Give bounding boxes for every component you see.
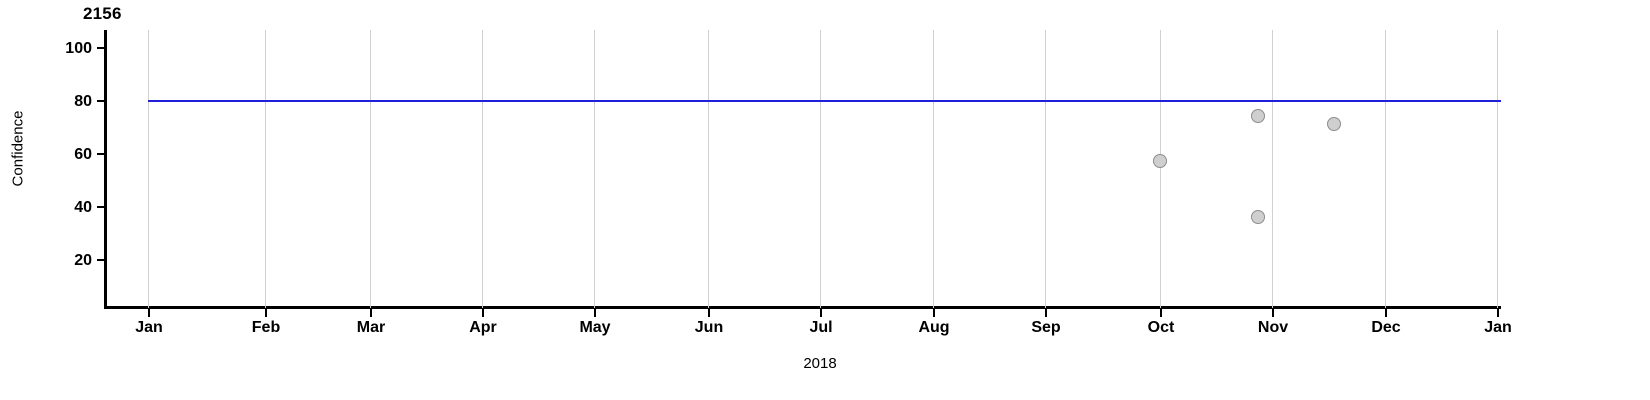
y-tick-label: 80 (74, 93, 92, 110)
y-tick-mark (97, 259, 104, 261)
data-point[interactable] (1251, 210, 1265, 224)
y-tick-mark (97, 206, 104, 208)
y-tick-label: 40 (74, 199, 92, 216)
gridline-jul (820, 30, 821, 308)
y-tick-label: 60 (74, 146, 92, 163)
x-tick-mark (1497, 309, 1499, 317)
y-axis-title: Confidence (9, 110, 27, 187)
x-tick-label-oct: Oct (1147, 319, 1175, 336)
x-tick-label-may: May (579, 319, 611, 336)
gridline-may (594, 30, 595, 308)
x-tick-mark (1160, 309, 1162, 317)
y-tick-mark (97, 153, 104, 155)
y-tick-mark (97, 47, 104, 49)
gridline-aug (933, 30, 934, 308)
x-tick-label-jul: Jul (809, 319, 833, 336)
gridline-jan (148, 30, 149, 308)
x-tick-label-feb: Feb (251, 319, 281, 336)
x-axis-line (104, 306, 1501, 309)
x-tick-mark (933, 309, 935, 317)
y-axis-line (104, 30, 107, 308)
data-point[interactable] (1153, 154, 1167, 168)
x-tick-mark (265, 309, 267, 317)
gridline-mar (370, 30, 371, 308)
x-axis-title: 2018 (803, 355, 837, 372)
x-tick-mark (708, 309, 710, 317)
x-tick-mark (148, 309, 150, 317)
gridline-jan-next (1497, 30, 1498, 308)
x-tick-mark (370, 309, 372, 317)
threshold-line (148, 100, 1501, 102)
x-tick-label-jun: Jun (694, 319, 724, 336)
y-tick-mark (97, 100, 104, 102)
x-tick-mark (820, 309, 822, 317)
gridline-nov (1272, 30, 1273, 308)
x-tick-label-jan-next: Jan (1484, 319, 1512, 336)
x-tick-mark (482, 309, 484, 317)
chart-title: 2156 (83, 4, 122, 23)
x-tick-mark (1272, 309, 1274, 317)
x-tick-label-aug: Aug (918, 319, 950, 336)
data-point[interactable] (1327, 117, 1341, 131)
gridline-jun (708, 30, 709, 308)
x-tick-label-mar: Mar (356, 319, 386, 336)
x-tick-mark (1045, 309, 1047, 317)
y-tick-label: 20 (74, 252, 92, 269)
x-tick-label-apr: Apr (469, 319, 497, 336)
y-tick-label: 100 (65, 40, 92, 57)
x-tick-mark (594, 309, 596, 317)
data-point[interactable] (1251, 109, 1265, 123)
x-tick-label-nov: Nov (1257, 319, 1289, 336)
x-tick-mark (1385, 309, 1387, 317)
gridline-dec (1385, 30, 1386, 308)
x-tick-label-sep: Sep (1031, 319, 1061, 336)
gridline-apr (482, 30, 483, 308)
gridline-sep (1045, 30, 1046, 308)
gridline-feb (265, 30, 266, 308)
x-tick-label-dec: Dec (1371, 319, 1401, 336)
gridline-oct (1160, 30, 1161, 308)
x-tick-label-jan: Jan (135, 319, 163, 336)
